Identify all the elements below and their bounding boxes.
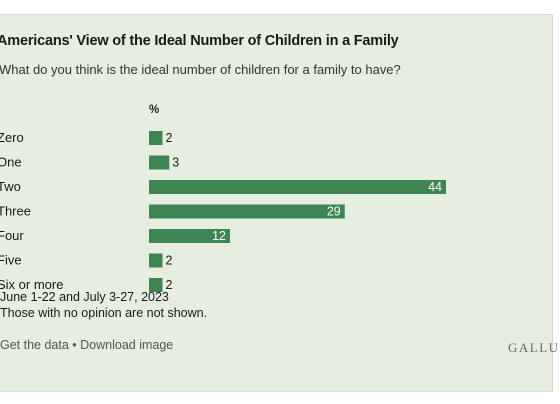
chart-card: Americans' View of the Ideal Number of C… (0, 14, 553, 392)
bar (149, 278, 163, 292)
download-image-link[interactable]: Download image (80, 338, 174, 352)
category-label: Three (0, 204, 31, 219)
bar (149, 229, 230, 243)
date-note: June 1-22 and July 3-27, 2023 (0, 290, 169, 304)
bar (149, 131, 163, 145)
value-label: 29 (327, 205, 341, 219)
value-label: 2 (166, 131, 173, 145)
gallup-logo: GALLUP (508, 340, 560, 355)
category-label: One (0, 155, 22, 170)
category-label: Two (0, 179, 21, 194)
value-label: 12 (212, 229, 226, 243)
get-data-link[interactable]: Get the data (0, 338, 69, 352)
footer-links: Get the data • Download image (0, 338, 173, 352)
value-label: 2 (166, 254, 173, 268)
chart-notes: June 1-22 and July 3-27, 2023 Those with… (0, 289, 207, 321)
chart-subtitle: What do you think is the ideal number of… (0, 62, 401, 77)
no-opinion-note: Those with no opinion are not shown. (0, 306, 208, 320)
bar (149, 155, 170, 170)
value-label: 44 (428, 180, 442, 194)
footer-separator: • (68, 338, 81, 352)
value-label: 3 (172, 156, 179, 170)
value-label: 2 (166, 278, 173, 292)
bar (149, 204, 345, 219)
chart-title: Americans' View of the Ideal Number of C… (0, 33, 399, 49)
category-label: Five (0, 253, 22, 268)
percent-column-header: % (149, 104, 160, 116)
category-label: Four (0, 228, 24, 243)
category-label: Six or more (0, 277, 63, 292)
bar (149, 253, 163, 268)
bar (149, 180, 446, 194)
category-label: Zero (0, 130, 24, 145)
